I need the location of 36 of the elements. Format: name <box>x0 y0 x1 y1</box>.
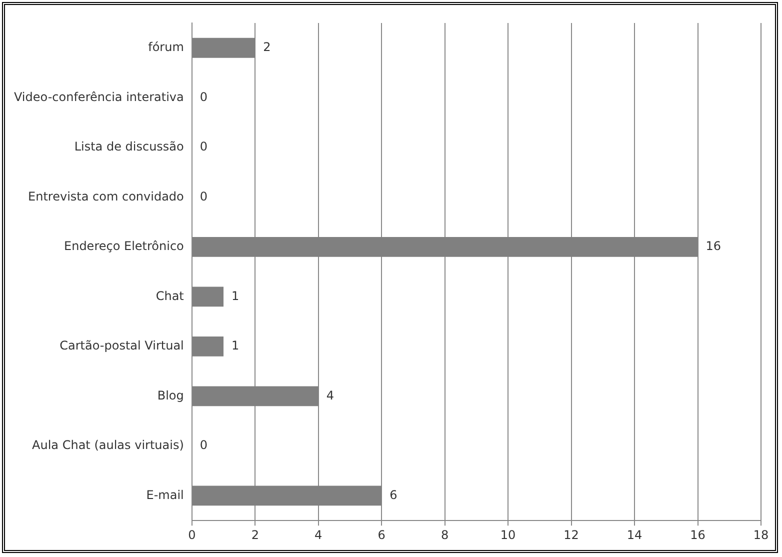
x-tick-label: 4 <box>314 528 322 542</box>
data-label: 4 <box>326 388 334 402</box>
x-tick-label: 0 <box>188 528 196 542</box>
y-tick-label: fórum <box>148 40 184 54</box>
x-tick-label: 18 <box>753 528 769 542</box>
bar <box>192 336 224 356</box>
data-label: 0 <box>200 90 208 104</box>
data-label: 0 <box>200 189 208 204</box>
bar <box>192 236 698 257</box>
x-tick-label: 6 <box>378 528 386 542</box>
y-tick-label: Blog <box>157 388 184 402</box>
y-tick-label: Video-conferência interativa <box>14 90 184 104</box>
bar <box>192 386 318 406</box>
y-tick-label: Endereço Eletrônico <box>64 239 184 254</box>
x-tick-label: 2 <box>251 528 259 542</box>
x-tick-label: 16 <box>690 528 706 542</box>
bar <box>192 38 256 58</box>
y-tick-label: Lista de discussão <box>74 140 184 154</box>
data-label: 16 <box>706 239 722 254</box>
data-label: 2 <box>263 40 271 54</box>
bar <box>192 486 382 506</box>
y-tick-label: Aula Chat (aulas virtuais) <box>32 438 184 452</box>
data-label: 1 <box>232 288 240 303</box>
bar <box>192 286 224 307</box>
x-tick-label: 10 <box>500 528 516 542</box>
y-tick-label: Cartão-postal Virtual <box>60 338 184 353</box>
y-tick-label: Chat <box>156 288 184 303</box>
x-tick-label: 12 <box>564 528 579 542</box>
data-label: 0 <box>200 438 208 452</box>
y-tick-label: E-mail <box>146 488 184 502</box>
data-label: 6 <box>390 488 398 502</box>
x-tick-label: 8 <box>441 528 449 542</box>
data-label: 1 <box>232 338 240 353</box>
x-tick-label: 14 <box>626 528 642 542</box>
y-tick-label: Entrevista com convidado <box>28 189 184 204</box>
data-label: 0 <box>200 140 208 154</box>
